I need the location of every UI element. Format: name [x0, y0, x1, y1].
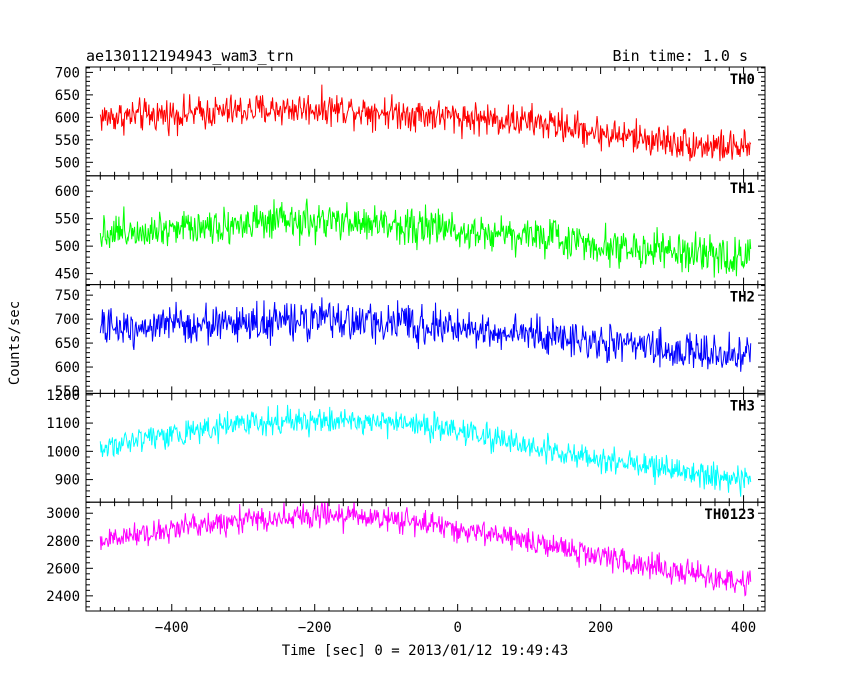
- panel-th0: TH0 500 550 600 650 700: [55, 65, 766, 177]
- bin-time-label: Bin time: 1.0 s: [613, 47, 748, 65]
- y-tick-label: 700: [55, 65, 80, 81]
- y-tick-label: 3000: [46, 506, 80, 522]
- y-tick-label: 1100: [46, 416, 80, 432]
- series-line-th0: [99, 84, 752, 162]
- chart-title: ae130112194943_wam3_trn: [86, 47, 294, 65]
- y-tick-label: 550: [55, 212, 80, 228]
- panel-frame: [85, 392, 766, 503]
- panel-th0123: TH0123 2400 2600 2800 3000: [46, 501, 766, 612]
- x-tick-label: 0: [453, 620, 461, 636]
- panel-frame: [85, 501, 766, 612]
- y-tick-label: 750: [55, 288, 80, 304]
- y-tick-label: 1000: [46, 444, 80, 460]
- x-axis-label: Time [sec] 0 = 2013/01/12 19:49:43: [282, 643, 569, 659]
- panel-th2: TH2 550 600 650 700 750: [55, 284, 766, 400]
- y-tick-label: 550: [55, 133, 80, 149]
- series-line-th1: [99, 198, 752, 278]
- panel-label: TH2: [730, 290, 755, 306]
- y-tick-label: 2800: [46, 534, 80, 550]
- y-tick-label: 900: [55, 473, 80, 489]
- x-tick-label: −400: [155, 620, 189, 636]
- y-tick-label: 500: [55, 239, 80, 255]
- y-tick-label: 600: [55, 184, 80, 200]
- panel-label: TH3: [730, 398, 755, 414]
- panels-layer: TH0 500 550 600 650 700 TH1 450 500 550 600 TH2 550 6…: [46, 65, 766, 636]
- series-line-th2: [99, 297, 752, 372]
- panel-label: TH0123: [704, 507, 755, 523]
- x-tick-label: −200: [298, 620, 332, 636]
- y-tick-label: 2600: [46, 561, 80, 577]
- y-tick-label: 450: [55, 267, 80, 283]
- y-tick-label: 600: [55, 110, 80, 126]
- x-tick-label: 200: [588, 620, 613, 636]
- y-tick-label: 1200: [46, 388, 80, 404]
- panel-label: TH1: [730, 181, 755, 197]
- y-tick-label: 2400: [46, 589, 80, 605]
- x-tick-label: 400: [731, 620, 756, 636]
- y-tick-label: 550: [55, 384, 80, 400]
- panel-th3: TH3 900 1000 1100 1200: [46, 388, 766, 503]
- panel-label: TH0: [730, 72, 755, 88]
- panel-th1: TH1 450 500 550 600: [55, 175, 766, 286]
- series-line-th3: [99, 404, 752, 497]
- y-tick-label: 700: [55, 312, 80, 328]
- y-tick-label: 650: [55, 336, 80, 352]
- series-line-th0123: [99, 502, 752, 597]
- y-tick-label: 650: [55, 88, 80, 104]
- y-tick-label: 500: [55, 155, 80, 171]
- y-tick-label: 600: [55, 360, 80, 376]
- y-axis-label: Counts/sec: [7, 301, 23, 385]
- panel-frame: [85, 175, 766, 286]
